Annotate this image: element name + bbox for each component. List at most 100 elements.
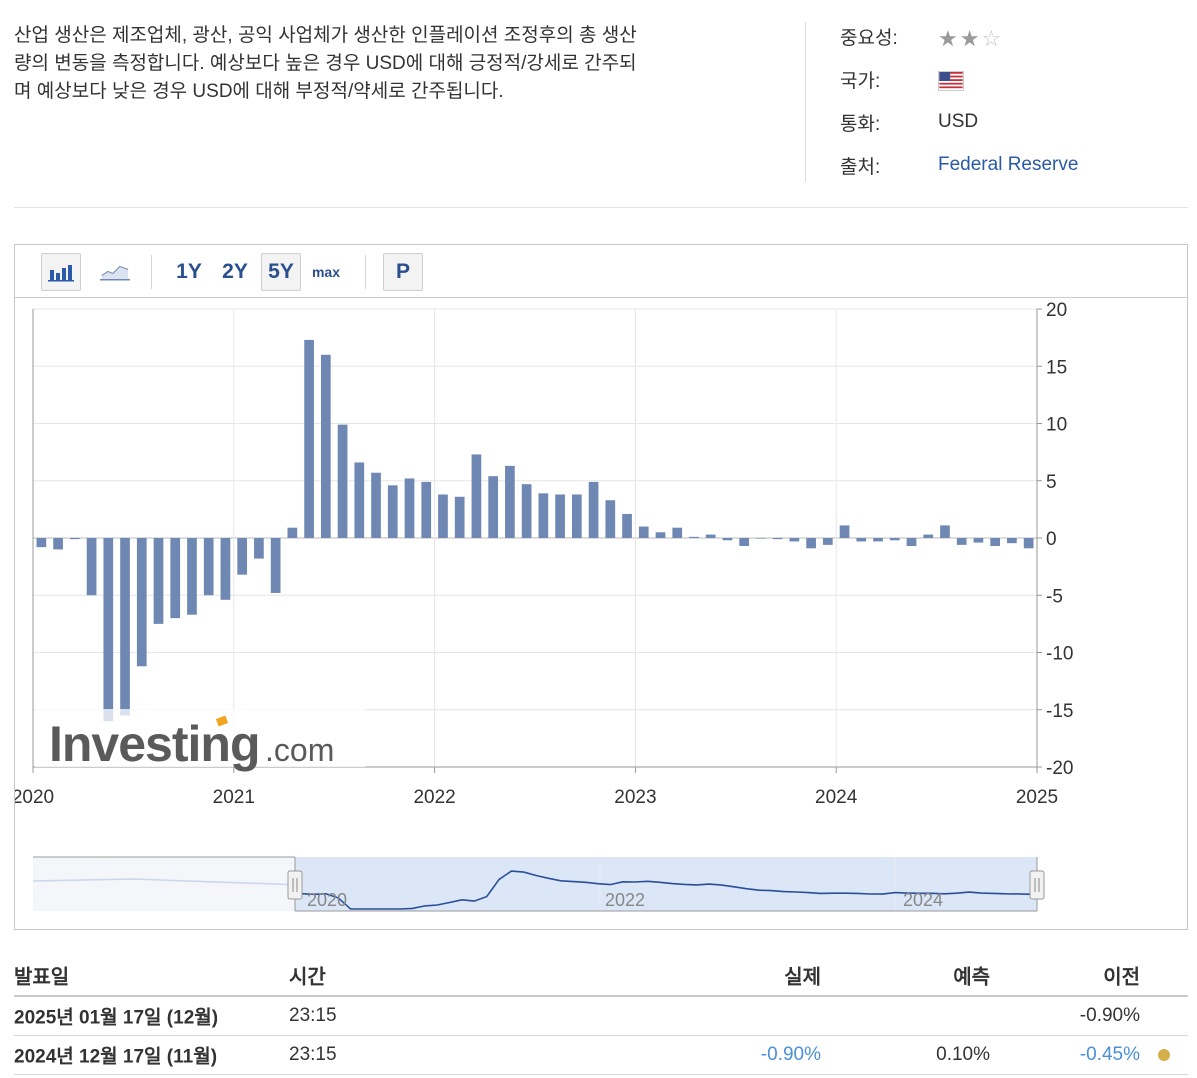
bar[interactable] [839,525,850,538]
bar[interactable] [505,465,515,538]
bar[interactable] [220,538,231,600]
navigator-handle[interactable] [1029,870,1045,900]
y-tick-label: 20 [1046,300,1067,321]
y-tick-label: 0 [1046,529,1057,550]
bar[interactable] [856,538,867,542]
navigator-selection[interactable] [295,857,1037,911]
bar[interactable] [956,538,967,545]
bar[interactable] [789,538,800,542]
history-table: 발표일 시간 실제 예측 이전 2025년 01월 17일 (12월) 23:1… [14,955,1188,1075]
bar[interactable] [36,538,47,548]
range-5y-button[interactable]: 5Y [261,253,301,291]
bar[interactable] [337,424,348,538]
bar[interactable] [103,538,114,722]
previous-value: -0.90% [1079,1005,1140,1026]
bar[interactable] [371,472,381,538]
bar[interactable] [689,536,699,538]
bar-chart-button[interactable] [41,253,81,291]
description-line: 산업 생산은 제조업체, 광산, 공익 사업체가 생산한 인플레이션 조정후의 … [14,25,637,46]
bar[interactable] [320,354,331,538]
bar[interactable] [471,454,482,538]
header-time[interactable]: 시간 [289,966,326,989]
y-tick-label: 15 [1046,357,1067,378]
bar[interactable] [304,339,314,538]
bar[interactable] [873,538,883,542]
bar[interactable] [705,534,716,538]
bar[interactable] [120,538,130,716]
bar[interactable] [86,538,97,596]
bar[interactable] [454,496,465,538]
bar[interactable] [588,481,599,538]
bar[interactable] [421,481,432,538]
bar[interactable] [270,538,281,593]
investing-watermark: Investing .com [35,709,365,772]
p-button[interactable]: P [383,253,423,291]
currency-label: 통화: [840,113,881,135]
handle-body[interactable] [287,870,303,900]
header-date[interactable]: 발표일 [14,966,70,989]
bar[interactable] [655,532,666,538]
handle-body[interactable] [1029,870,1045,900]
header-previous[interactable]: 이전 [1103,966,1140,989]
range-max-button[interactable]: max [311,264,341,280]
watermark-accent-icon [215,715,229,727]
currency-row: 통화: USD [840,108,1160,136]
header-actual[interactable]: 실제 [784,966,821,989]
bar[interactable] [889,538,900,541]
source-link[interactable]: Federal Reserve [938,154,1079,175]
bar[interactable] [404,478,415,538]
bar[interactable] [136,538,147,667]
line-chart-button[interactable] [95,253,135,291]
bar[interactable] [69,538,80,540]
bar[interactable] [438,494,448,538]
chart-navigator[interactable]: 2020 2022 2024 [32,856,1045,912]
bar[interactable] [672,527,683,538]
header-forecast[interactable]: 예측 [953,966,990,989]
bar[interactable] [555,494,565,538]
bar[interactable] [170,538,181,619]
star-filled-icon: ★ [938,26,958,51]
bar[interactable] [622,513,632,538]
bar[interactable] [722,538,733,541]
bar[interactable] [203,538,214,596]
y-tick-label: -10 [1046,644,1073,665]
bar[interactable] [990,538,1001,547]
bar[interactable] [923,534,934,538]
bar[interactable] [756,538,766,539]
bar[interactable] [940,525,950,538]
navigator-series-line [301,870,1031,910]
bar[interactable] [53,538,63,550]
bar[interactable] [287,527,298,538]
bar[interactable] [1023,538,1034,549]
bar[interactable] [187,538,197,615]
bar[interactable] [1007,538,1017,544]
bar[interactable] [739,538,750,547]
range-1y-button[interactable]: 1Y [176,260,202,283]
bar[interactable] [387,485,398,538]
navigator-handle[interactable] [287,870,303,900]
bar[interactable] [538,493,549,538]
bar[interactable] [254,538,264,559]
bar[interactable] [605,500,616,538]
bar[interactable] [237,538,248,575]
bar[interactable] [906,538,917,547]
bar[interactable] [521,484,532,538]
line-chart-icon [100,265,130,281]
star-filled-icon: ★ [959,26,980,51]
bar[interactable] [488,476,499,538]
bar[interactable] [571,494,582,538]
watermark-backdrop [35,709,365,767]
range-2y-button[interactable]: 2Y [222,260,248,283]
bar[interactable] [638,526,649,538]
bar[interactable] [354,462,365,538]
bar[interactable] [153,538,164,624]
bar[interactable] [822,538,833,545]
bar[interactable] [806,538,816,549]
bar[interactable] [973,538,984,543]
release-time: 23:15 [289,1005,337,1026]
x-tick-label: 2021 [213,787,255,808]
y-tick-label: 10 [1046,415,1067,436]
bar[interactable] [772,538,783,540]
previous-value: -0.45% [1079,1044,1140,1065]
